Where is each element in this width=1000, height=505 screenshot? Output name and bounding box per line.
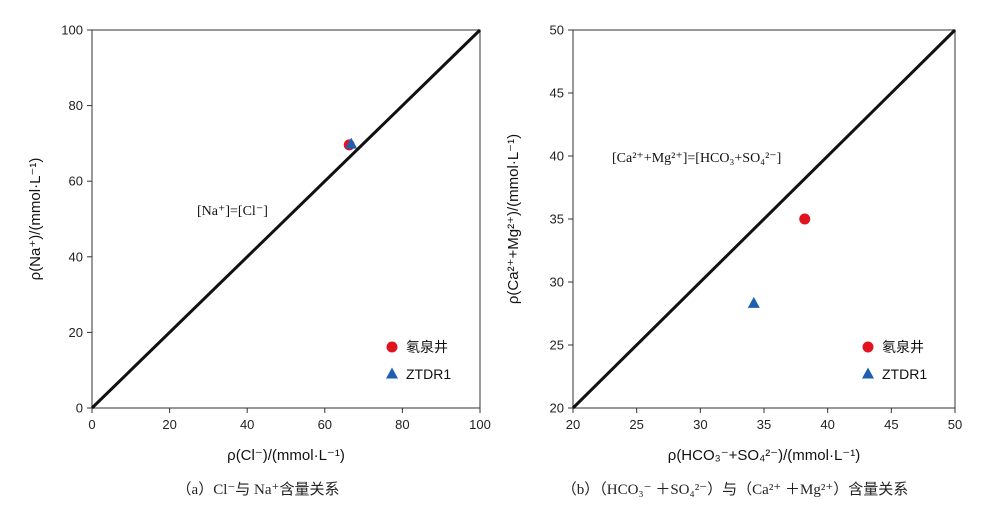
x-axis-label: ρ(Cl⁻)/(mmol·L⁻¹) xyxy=(227,447,345,464)
chart-panel-2: 20 25 30 35 40 45 50 20 25 30 35 40 45 50 [Ca²⁺+Mg²⁺]=… xyxy=(505,23,962,499)
y-tick-label: 80 xyxy=(69,98,83,113)
x-tick-label: 40 xyxy=(240,417,254,432)
legend-marker-circle xyxy=(386,341,398,353)
reference-line-label: [Ca²⁺+Mg²⁺]=[HCO₃+SO₄²⁻] xyxy=(612,151,781,166)
x-tick-label: 45 xyxy=(884,417,898,432)
y-tick-label: 25 xyxy=(550,338,564,353)
y-tick-label: 30 xyxy=(550,275,564,290)
x-tick-label: 40 xyxy=(820,417,834,432)
legend-label: 氡泉井 xyxy=(406,339,448,355)
x-axis-label: ρ(HCO₃⁻+SO₄²⁻)/(mmol·L⁻¹) xyxy=(668,447,860,464)
y-tick-label: 45 xyxy=(550,86,564,101)
reference-line-label: [Na⁺]=[Cl⁻] xyxy=(197,204,268,219)
reference-line xyxy=(571,28,957,410)
legend-marker-triangle xyxy=(862,367,874,379)
legend-marker-circle xyxy=(862,341,874,353)
y-tick-label: 50 xyxy=(550,23,564,38)
y-axis-label: ρ(Na⁺)/(mmol·L⁻¹) xyxy=(27,158,44,281)
figure-caption: （b）（HCO₃⁻ ＋SO₄²⁻）与（Ca²⁺ ＋Mg²⁺）含量关系 xyxy=(562,481,908,498)
y-tick-label: 40 xyxy=(550,149,564,164)
data-point-circle xyxy=(799,213,811,225)
legend-label: ZTDR1 xyxy=(406,366,451,382)
legend-label: 氡泉井 xyxy=(882,339,924,355)
y-tick-label: 60 xyxy=(69,174,83,189)
y-tick-label: 35 xyxy=(550,212,564,227)
x-tick-label: 35 xyxy=(757,417,771,432)
figure-caption: （a）Cl⁻与 Na⁺含量关系 xyxy=(177,481,340,498)
x-tick-label: 60 xyxy=(318,417,332,432)
x-tick-label: 80 xyxy=(395,417,409,432)
reference-line xyxy=(90,28,482,410)
chart-panel-1: 0 20 40 60 80 100 0 20 40 60 80 100 [Na⁺]=[Cl⁻] 氡泉井 ZT… xyxy=(27,23,491,499)
x-tick-label: 0 xyxy=(88,417,95,432)
y-tick-label: 40 xyxy=(69,249,83,264)
y-tick-label: 20 xyxy=(550,401,564,416)
x-tick-label: 100 xyxy=(469,417,491,432)
y-tick-label: 0 xyxy=(76,401,83,416)
y-tick-label: 20 xyxy=(69,325,83,340)
y-tick-label: 100 xyxy=(61,23,83,38)
data-point-triangle xyxy=(345,137,358,149)
legend: 氡泉井 ZTDR1 xyxy=(386,339,451,382)
x-tick-label: 25 xyxy=(629,417,643,432)
x-tick-label: 20 xyxy=(566,417,580,432)
data-point-triangle xyxy=(747,296,760,308)
legend-marker-triangle xyxy=(386,367,398,379)
y-axis-label: ρ(Ca²⁺+Mg²⁺)/(mmol·L⁻¹) xyxy=(505,134,522,304)
x-tick-label: 30 xyxy=(693,417,707,432)
legend-label: ZTDR1 xyxy=(882,366,927,382)
legend: 氡泉井 ZTDR1 xyxy=(862,339,927,382)
plot-frame xyxy=(91,29,481,409)
x-tick-label: 20 xyxy=(162,417,176,432)
x-tick-label: 50 xyxy=(948,417,962,432)
